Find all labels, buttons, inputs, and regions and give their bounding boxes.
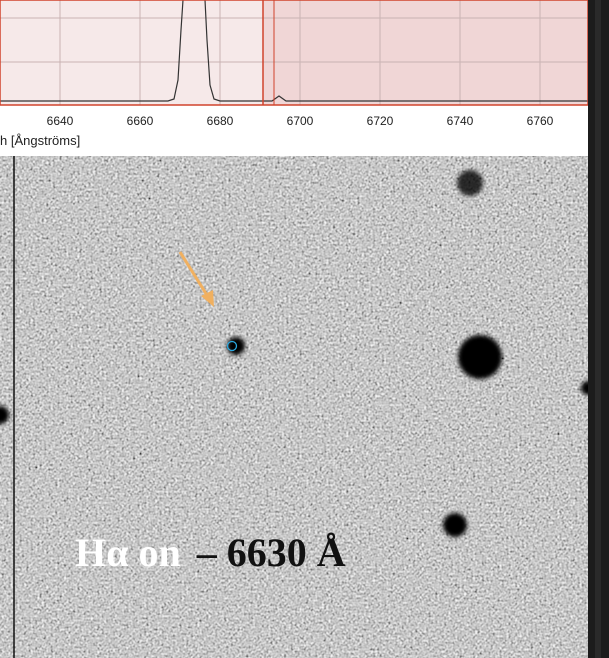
arrow-shaft <box>178 251 212 301</box>
x-tick-label: 6700 <box>287 114 314 128</box>
x-tick-label: 6680 <box>207 114 234 128</box>
wavelength-label: – 6630 Å <box>196 530 346 575</box>
x-tick-label: 6740 <box>447 114 474 128</box>
overlay-text: Hα on – 6630 Å <box>75 530 346 575</box>
spectrum-plot <box>0 0 588 105</box>
x-tick-label: 6660 <box>127 114 154 128</box>
x-tick-label: 6640 <box>47 114 74 128</box>
star <box>458 335 502 379</box>
image-noise <box>0 156 588 658</box>
arrow-head <box>201 290 214 307</box>
x-axis-label: h [Ångströms] <box>0 133 80 148</box>
star <box>457 170 483 196</box>
x-tick-label: 6760 <box>527 114 554 128</box>
target-marker <box>226 340 238 352</box>
line-label: Hα on <box>75 530 181 575</box>
star <box>443 513 467 537</box>
star <box>0 406 9 424</box>
selection-region <box>263 0 588 105</box>
sky-image: Hα on – 6630 Å <box>0 156 595 658</box>
spectrum-line <box>0 0 588 102</box>
x-tick-label: 6720 <box>367 114 394 128</box>
scrollbar[interactable] <box>595 0 601 658</box>
